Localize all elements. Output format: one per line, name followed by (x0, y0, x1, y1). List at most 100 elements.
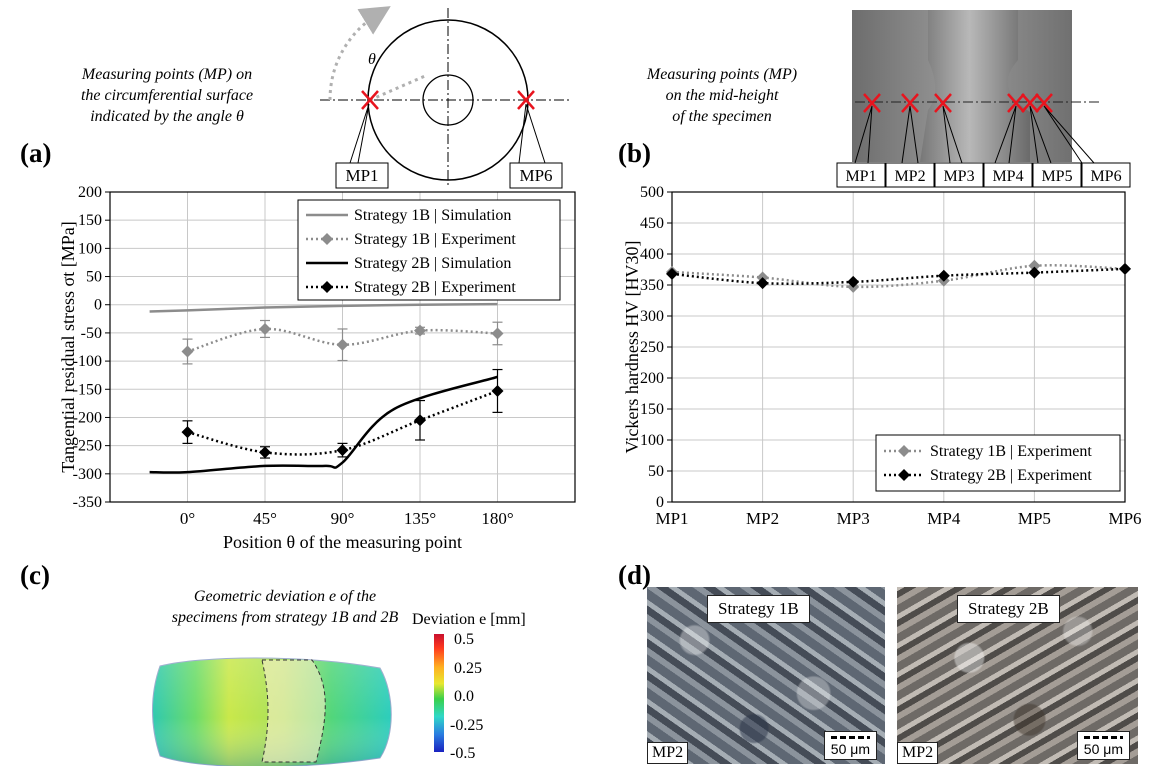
specimen-mp3-label: MP3 (943, 168, 974, 185)
y-tick-label: 50 (86, 269, 102, 286)
y-tick-label: 0 (656, 494, 664, 511)
data-point (756, 277, 769, 290)
data-point (336, 444, 349, 457)
legend-marker (321, 233, 333, 245)
series-line-1 (149, 302, 498, 313)
x-tick-label: MP4 (927, 509, 961, 528)
mp6-callout (518, 103, 546, 164)
micrograph-1b-title: Strategy 1B (707, 595, 810, 623)
legend-marker (898, 469, 910, 481)
x-tick-label: MP6 (1108, 509, 1141, 528)
deviation-tick-2: 0.0 (454, 688, 474, 705)
x-tick-label: 90° (331, 509, 355, 528)
specimen-mp-markers (863, 93, 1053, 113)
mp1-callout (349, 103, 370, 164)
data-point (1028, 259, 1041, 272)
data-point (1028, 266, 1041, 279)
plot-frame (109, 191, 576, 503)
specimen-mp6-label: MP6 (1090, 168, 1121, 185)
deviation-tick-0: 0.5 (454, 631, 474, 648)
data-point (666, 267, 678, 280)
x-tick-label: MP5 (1018, 509, 1051, 528)
micrograph-1b-scale-label: 50 μm (830, 741, 870, 757)
y-tick-label: -250 (73, 438, 102, 455)
x-axis-label: Position θ of the measuring point (223, 532, 462, 552)
series-line-4 (187, 389, 498, 456)
y-tick-label: 150 (78, 212, 102, 229)
series-line-1 (671, 264, 1126, 289)
panel-c-label: (c) (20, 560, 50, 590)
micrograph-1b-scale-bar: 50 μm (823, 731, 877, 760)
panel-b-label: (b) (618, 138, 651, 168)
panel-b-note: Measuring points (MP) on the mid-height … (612, 64, 832, 127)
y-tick-label: 250 (640, 339, 664, 356)
specimen-mp1-label: MP1 (845, 168, 876, 185)
specimen-mp5-label: MP5 (1041, 168, 1072, 185)
data-point (336, 338, 349, 351)
y-axis-label: Tangential residual stress σt [MPa] (58, 221, 78, 472)
data-point (414, 324, 426, 337)
data-point (491, 327, 504, 340)
legend-box (297, 199, 561, 301)
data-point (259, 446, 271, 459)
mp6-label: MP6 (519, 166, 552, 185)
legend-marker (321, 281, 333, 293)
deviation-map: Deviation e [mm] 0.5 0.25 0.0 -0.25 -0.5 (152, 611, 526, 766)
specimen-mp4-label: MP4 (992, 168, 1023, 185)
panel-a-note-line-1: Measuring points (MP) on (81, 66, 253, 83)
data-point (181, 426, 194, 439)
angle-symbol: θ (368, 51, 376, 68)
legend-entry: Strategy 2B | Experiment (930, 467, 1092, 484)
data-point (259, 322, 271, 335)
y-tick-label: 100 (78, 240, 102, 257)
specimen-mp-boxes (836, 162, 1131, 188)
micrograph-strategy-1b: Strategy 1B MP2 50 μm (647, 587, 885, 764)
deviation-tick-4: -0.5 (450, 745, 475, 762)
y-tick-label: 150 (640, 401, 664, 418)
deviation-note-line-2: specimens from strategy 1B and 2B (171, 609, 399, 626)
micrograph-2b-scale-label: 50 μm (1083, 741, 1123, 757)
x-tick-label: 135° (404, 509, 436, 528)
panel-a-label: (a) (20, 138, 52, 168)
y-tick-label: 200 (640, 370, 664, 387)
specimen-neck (920, 10, 1030, 162)
specimen-mp2-label: MP2 (894, 168, 925, 185)
micrograph-2b-mp: MP2 (897, 742, 939, 764)
legend-entry: Strategy 1B | Experiment (354, 231, 516, 248)
y-tick-label: -350 (73, 494, 102, 511)
x-tick-label: 180° (481, 509, 513, 528)
x-tick-label: MP1 (655, 509, 688, 528)
data-point (937, 269, 950, 282)
plot-frame (671, 191, 1126, 503)
legend-entry: Strategy 2B | Experiment (354, 279, 516, 296)
legend-box (875, 434, 1121, 492)
deviation-tick-3: -0.25 (450, 717, 483, 734)
deviation-highlight-region (261, 659, 326, 763)
y-tick-label: -100 (73, 353, 102, 370)
deviation-legend-title: Deviation e [mm] (412, 611, 526, 628)
legend-entry: Strategy 1B | Experiment (930, 443, 1092, 460)
x-tick-label: MP3 (837, 509, 870, 528)
series-line-2 (671, 267, 1126, 285)
micrograph-1b-mp: MP2 (647, 742, 689, 764)
y-tick-label: 500 (640, 184, 664, 201)
specimen-schematic: MP1 MP2 MP3 MP4 MP5 MP6 (836, 10, 1131, 188)
mp1-marker (361, 90, 379, 110)
deviation-tick-1: 0.25 (454, 660, 482, 677)
y-axis-label: Vickers hardness HV [HV30] (622, 240, 642, 453)
panel-b-note-line-1: Measuring points (MP) (646, 66, 798, 83)
residual-stress-chart: 200 150 100 50 0 -50 -100 -150 -200 -250 -300 -350 0… (58, 184, 576, 552)
deviation-color-scale (434, 634, 444, 752)
panel-b-note-line-3: of the specimen (672, 108, 772, 125)
legend-marker (898, 445, 910, 457)
x-tick-label: 0° (180, 509, 195, 528)
y-tick-label: 350 (640, 277, 664, 294)
panel-a-note-line-2: the circumferential surface (80, 87, 254, 104)
y-tick-label: 100 (640, 432, 664, 449)
x-tick-label: MP2 (746, 509, 779, 528)
data-point (181, 345, 194, 358)
micrograph-strategy-2b: Strategy 2B MP2 50 μm (897, 587, 1138, 764)
panel-a-note: Measuring points (MP) on the circumferen… (42, 64, 292, 127)
data-point (1119, 262, 1131, 275)
